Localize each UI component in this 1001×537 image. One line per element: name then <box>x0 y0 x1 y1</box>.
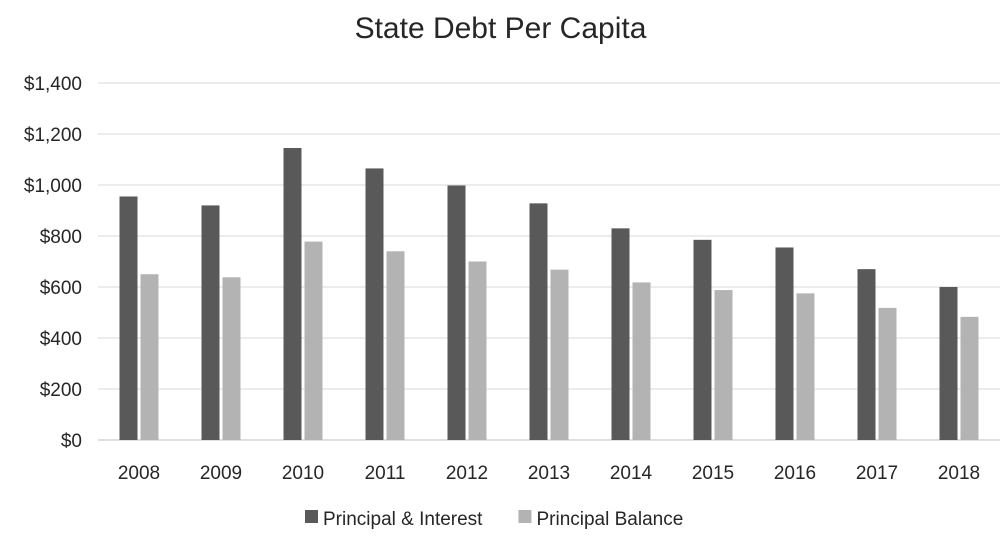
legend-swatch <box>518 510 532 523</box>
y-tick-label: $800 <box>40 227 82 248</box>
bar-principal-interest-2017 <box>857 269 876 440</box>
legend-swatch <box>305 510 318 523</box>
bar-principal-interest-2013 <box>529 203 548 440</box>
bar-principal-balance-2013 <box>550 269 569 440</box>
x-tick-label: 2013 <box>528 463 570 484</box>
bars <box>119 148 979 441</box>
y-axis-tick-labels: $0 $200 $400 $600 $800 $1,000 $1,200 $1,400 <box>24 74 82 452</box>
bar-principal-balance-2018 <box>960 316 979 440</box>
bar-principal-interest-2010 <box>283 148 302 440</box>
y-tick-label: $600 <box>40 278 82 299</box>
x-tick-label: 2009 <box>200 463 242 484</box>
x-axis-tick-labels: 2008 2009 2010 2011 2012 2013 2014 2015 2016 2017… <box>118 463 980 484</box>
y-tick-label: $1,200 <box>24 125 82 146</box>
bar-principal-balance-2008 <box>140 274 159 440</box>
x-tick-label: 2015 <box>692 463 734 484</box>
chart-title: State Debt Per Capita <box>354 12 647 45</box>
bar-principal-interest-2016 <box>775 247 794 440</box>
bar-principal-balance-2012 <box>468 261 487 440</box>
x-tick-label: 2010 <box>282 463 324 484</box>
legend-label: Principal & Interest <box>323 509 483 530</box>
x-tick-label: 2008 <box>118 463 160 484</box>
bar-principal-interest-2011 <box>365 168 384 441</box>
legend-label: Principal Balance <box>536 509 683 530</box>
bar-principal-balance-2015 <box>714 290 733 440</box>
y-tick-label: $1,000 <box>24 176 82 197</box>
bar-principal-interest-2014 <box>611 228 630 440</box>
x-tick-label: 2011 <box>365 463 406 484</box>
bar-principal-balance-2014 <box>632 282 651 440</box>
bar-principal-balance-2010 <box>304 241 323 440</box>
legend: Principal & Interest Principal Balance <box>305 509 683 530</box>
x-tick-label: 2014 <box>610 463 653 484</box>
bar-principal-interest-2015 <box>693 239 712 440</box>
x-tick-label: 2017 <box>856 463 898 484</box>
bar-principal-interest-2009 <box>201 205 220 440</box>
y-tick-label: $0 <box>61 431 82 452</box>
gridlines <box>98 82 1000 441</box>
y-tick-label: $200 <box>40 380 82 401</box>
y-tick-label: $1,400 <box>24 74 82 95</box>
bar-principal-interest-2008 <box>119 196 138 440</box>
bar-principal-interest-2012 <box>447 185 466 440</box>
bar-principal-interest-2018 <box>939 287 958 440</box>
x-tick-label: 2016 <box>774 463 816 484</box>
bar-principal-balance-2011 <box>386 251 405 440</box>
x-tick-label: 2012 <box>446 463 488 484</box>
y-tick-label: $400 <box>40 329 82 350</box>
x-tick-label: 2018 <box>938 463 980 484</box>
bar-principal-balance-2009 <box>222 277 241 440</box>
bar-principal-balance-2016 <box>796 293 815 440</box>
bar-principal-balance-2017 <box>878 307 897 440</box>
